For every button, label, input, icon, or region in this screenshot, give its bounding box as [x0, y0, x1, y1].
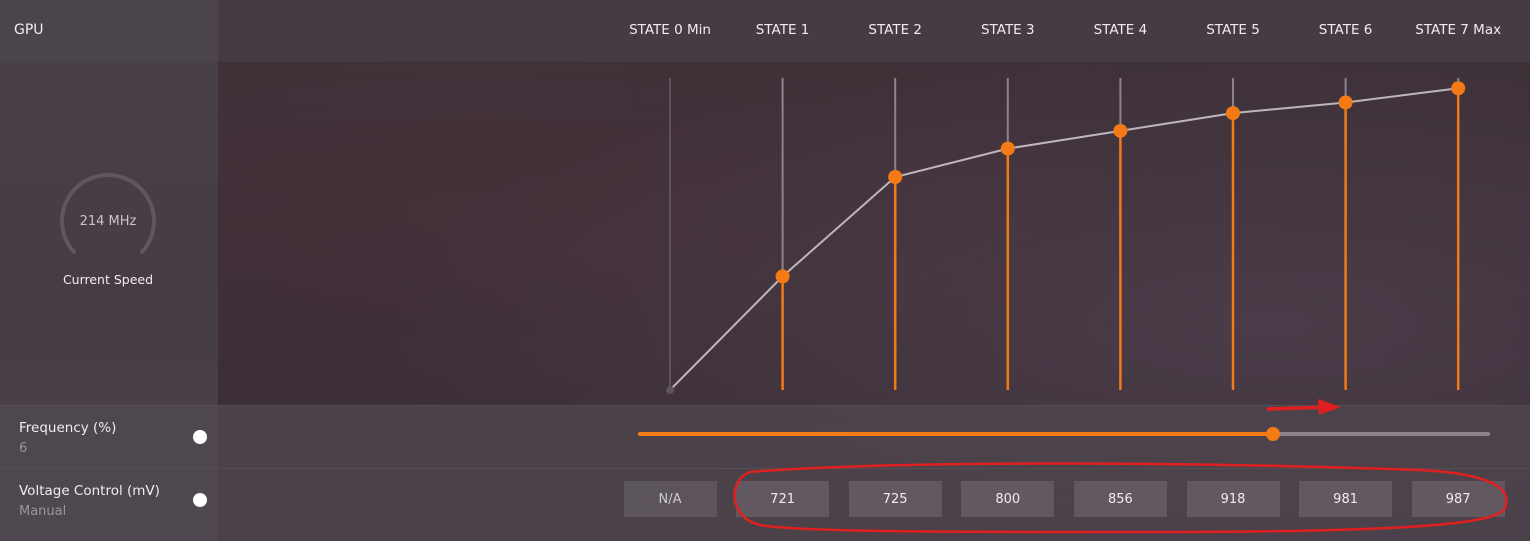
state-point-7[interactable] — [1451, 81, 1466, 96]
frequency-row-left — [0, 406, 218, 468]
state-label-2: STATE 2 — [868, 22, 922, 38]
header-left-panel — [0, 0, 218, 62]
voltage-input-state-4[interactable]: 856 — [1073, 481, 1167, 517]
state-label-4: STATE 4 — [1093, 22, 1148, 38]
frequency-slider[interactable] — [638, 427, 1490, 441]
frequency-slider-fill — [638, 432, 1273, 436]
state-point-1[interactable] — [775, 269, 790, 284]
voltage-input-state-6[interactable]: 981 — [1299, 481, 1393, 517]
frequency-curve — [669, 87, 1459, 391]
state-point-0[interactable] — [666, 386, 674, 394]
frequency-toggle[interactable] — [193, 430, 207, 444]
voltage-toggle[interactable] — [193, 493, 207, 507]
state-label-5: STATE 5 — [1206, 22, 1260, 38]
frequency-slider-thumb[interactable] — [1265, 427, 1280, 441]
frequency-state-chart[interactable] — [0, 0, 1530, 410]
states-header — [0, 0, 1530, 62]
speed-gauge — [60, 173, 156, 254]
frequency-label: Frequency (%) — [19, 420, 117, 436]
voltage-input-state-0: N/A — [623, 481, 717, 517]
voltage-label: Voltage Control (mV) — [19, 483, 160, 499]
voltage-input-state-1[interactable]: 721 — [736, 481, 830, 517]
current-speed-value: 214 MHz — [79, 214, 137, 229]
state-label-6: STATE 6 — [1318, 22, 1373, 38]
current-speed-label: Current Speed — [62, 272, 154, 287]
state-point-5[interactable] — [1226, 106, 1240, 121]
voltage-input-state-2[interactable]: 725 — [848, 481, 942, 517]
state-point-3[interactable] — [1000, 141, 1015, 156]
state-label-3: STATE 3 — [980, 22, 1035, 38]
state-label-1: STATE 1 — [755, 22, 810, 38]
state-point-2[interactable] — [888, 170, 903, 184]
state-point-6[interactable] — [1338, 95, 1353, 110]
state-label-7: STATE 7 Max — [1415, 22, 1502, 38]
state-point-4[interactable] — [1113, 123, 1128, 138]
frequency-value: 6 — [19, 441, 28, 456]
voltage-input-state-3[interactable]: 800 — [961, 481, 1055, 517]
frequency-row: Frequency (%) 6 — [0, 405, 1530, 468]
voltage-input-state-7[interactable]: 987 — [1411, 481, 1505, 517]
voltage-row-left — [0, 469, 218, 541]
state-label-0: STATE 0 Min — [629, 22, 711, 38]
voltage-input-state-5[interactable]: 918 — [1186, 481, 1280, 517]
voltage-mode: Manual — [19, 504, 67, 519]
gpu-title: GPU — [14, 22, 44, 38]
